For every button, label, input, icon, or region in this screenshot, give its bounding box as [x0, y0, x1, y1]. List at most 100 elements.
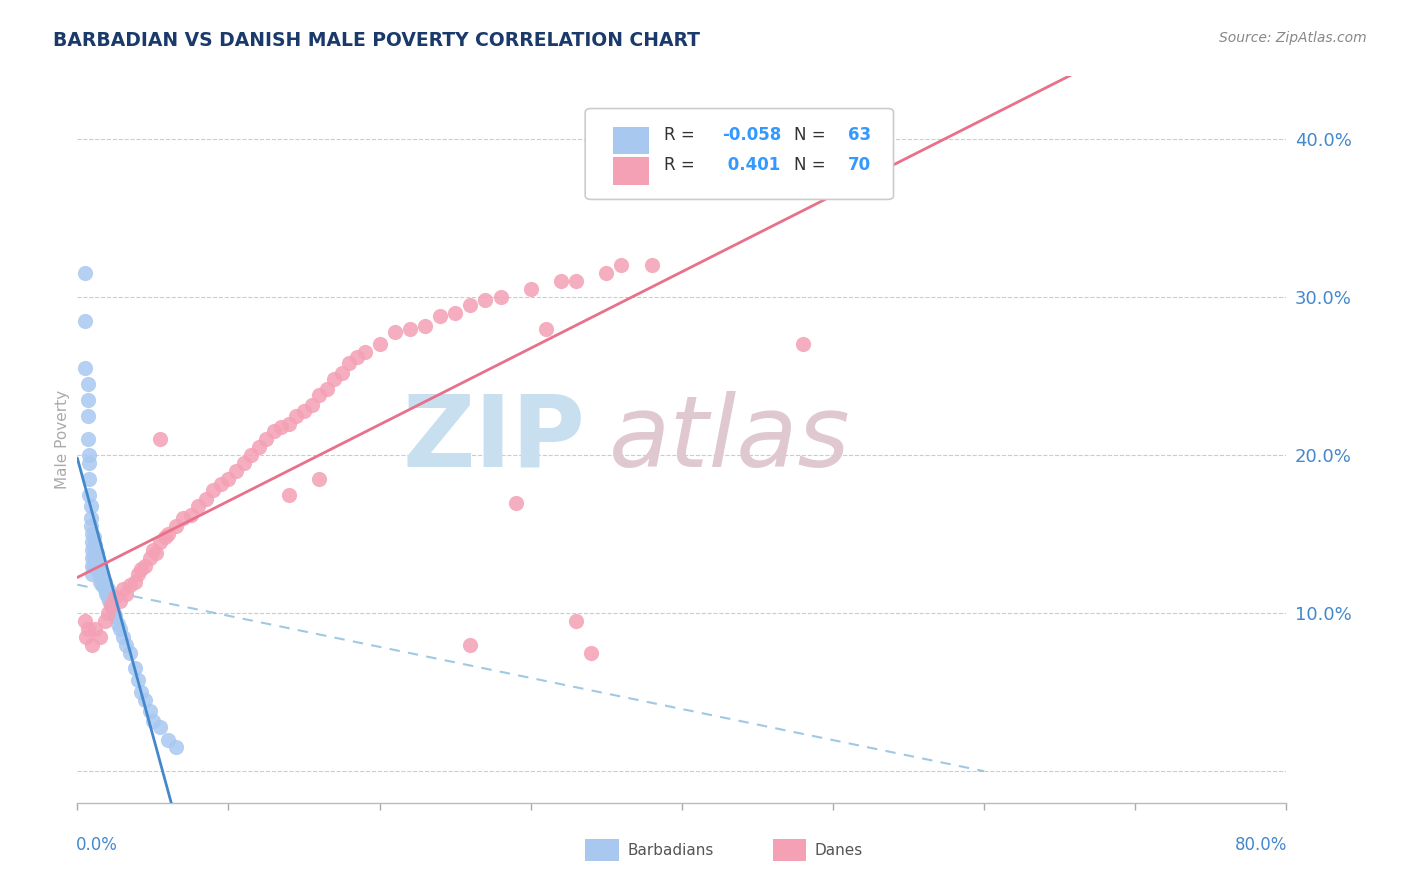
Point: [82, 527, 104, 541]
Point: [142, 543, 165, 558]
Point: [581, 646, 603, 660]
Text: Source: ZipAtlas.com: Source: ZipAtlas.com: [1219, 31, 1367, 45]
Text: 63: 63: [848, 126, 870, 144]
Point: [103, 606, 125, 620]
Point: [595, 266, 617, 280]
Point: [93, 574, 115, 589]
Point: [308, 472, 330, 486]
Point: [172, 511, 194, 525]
Point: [194, 492, 217, 507]
Point: [79, 456, 101, 470]
Point: [278, 417, 301, 431]
Text: R =: R =: [664, 126, 700, 144]
Point: [90, 574, 112, 589]
Text: BARBADIAN VS DANISH MALE POVERTY CORRELATION CHART: BARBADIAN VS DANISH MALE POVERTY CORRELA…: [53, 31, 700, 50]
Point: [89, 630, 111, 644]
Point: [330, 366, 353, 380]
Point: [641, 259, 664, 273]
Point: [120, 578, 142, 592]
Point: [84, 548, 107, 562]
Point: [346, 350, 368, 364]
Point: [124, 574, 146, 589]
Point: [73, 266, 96, 280]
Point: [91, 579, 114, 593]
FancyBboxPatch shape: [585, 839, 619, 861]
Point: [157, 527, 180, 541]
Point: [474, 293, 496, 308]
Point: [489, 290, 512, 304]
Point: [86, 546, 108, 560]
Text: N =: N =: [794, 126, 831, 144]
Point: [108, 622, 131, 636]
Point: [77, 392, 100, 407]
Point: [120, 646, 142, 660]
Point: [301, 398, 323, 412]
Point: [82, 535, 104, 549]
Point: [127, 566, 149, 581]
Text: N =: N =: [794, 156, 831, 174]
Point: [254, 433, 277, 447]
Point: [87, 562, 110, 576]
Point: [399, 321, 422, 335]
FancyBboxPatch shape: [773, 839, 807, 861]
Point: [84, 538, 107, 552]
Point: [792, 337, 814, 351]
FancyBboxPatch shape: [585, 109, 894, 200]
Point: [80, 519, 103, 533]
Point: [337, 356, 360, 370]
Point: [90, 566, 112, 581]
Point: [444, 306, 467, 320]
Point: [83, 540, 105, 554]
Point: [550, 274, 572, 288]
Point: [96, 591, 118, 605]
Point: [93, 614, 115, 628]
Point: [413, 318, 436, 333]
Point: [247, 440, 270, 454]
Point: [278, 488, 301, 502]
Point: [323, 372, 346, 386]
Point: [139, 704, 162, 718]
Point: [153, 530, 176, 544]
Point: [225, 464, 247, 478]
Point: [240, 448, 263, 462]
Point: [315, 382, 337, 396]
Text: ZIP: ZIP: [402, 391, 585, 488]
Point: [79, 448, 101, 462]
Point: [83, 558, 105, 573]
Point: [73, 361, 96, 376]
Point: [107, 617, 129, 632]
Point: [149, 720, 172, 734]
Point: [218, 472, 240, 486]
Point: [77, 376, 100, 391]
Point: [86, 554, 108, 568]
Point: [84, 556, 107, 570]
Point: [80, 499, 103, 513]
Point: [134, 693, 156, 707]
Point: [505, 495, 527, 509]
Point: [79, 472, 101, 486]
Point: [89, 574, 111, 589]
Point: [114, 638, 136, 652]
Point: [83, 549, 105, 564]
FancyBboxPatch shape: [613, 127, 650, 154]
Point: [87, 554, 110, 568]
Text: R =: R =: [664, 156, 700, 174]
Point: [75, 630, 97, 644]
Point: [84, 622, 107, 636]
Text: atlas: atlas: [609, 391, 851, 488]
Point: [82, 566, 104, 581]
Point: [565, 614, 588, 628]
Point: [368, 337, 391, 351]
Text: 0.401: 0.401: [721, 156, 780, 174]
Point: [187, 499, 209, 513]
Point: [100, 597, 122, 611]
Point: [83, 530, 105, 544]
Point: [565, 274, 588, 288]
Point: [458, 298, 481, 312]
Text: -0.058: -0.058: [721, 126, 782, 144]
Point: [209, 476, 232, 491]
Point: [77, 433, 100, 447]
FancyBboxPatch shape: [613, 157, 650, 185]
Point: [384, 325, 406, 339]
Point: [202, 483, 225, 497]
